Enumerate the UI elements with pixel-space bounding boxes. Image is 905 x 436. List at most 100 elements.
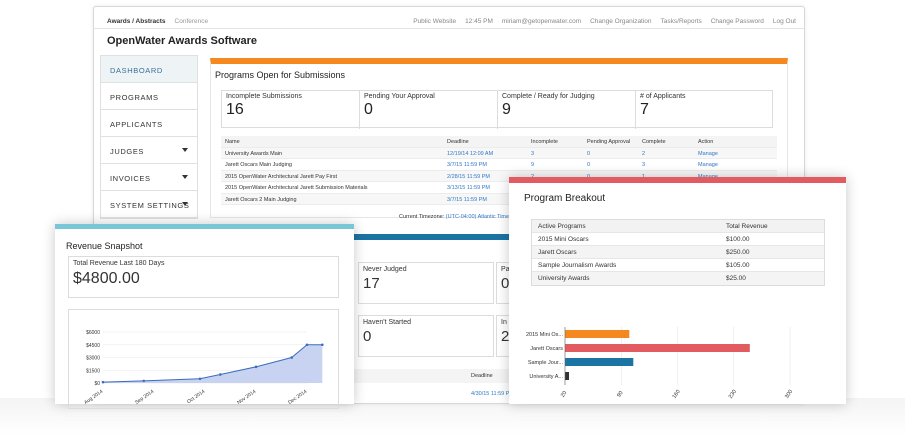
table-cell[interactable]: 0: [587, 174, 590, 180]
stat-label: In: [501, 319, 507, 326]
y-tick-label: $3000: [86, 356, 100, 362]
table-cell[interactable]: 3/13/15 11:59 PM: [447, 185, 491, 191]
program-bar-chart-svg: 20 90 160 230 300 2015 Mini Os... Jarett Oscar…: [526, 327, 794, 400]
table-cell[interactable]: 9: [531, 162, 535, 168]
sidebar-item-label: APPLICANTS: [110, 120, 163, 129]
chevron-down-icon: [182, 175, 188, 179]
column-header: Name: [225, 139, 240, 145]
table-cell[interactable]: 3: [531, 150, 535, 157]
nav-tasks-reports[interactable]: Tasks/Reports: [660, 18, 702, 25]
table-cell: 2015 OpenWater Architectural Jarett Subm…: [225, 185, 368, 191]
sidebar-item-system-settings[interactable]: SYSTEM SETTINGS: [101, 191, 197, 218]
bar-2: [565, 344, 750, 352]
x-tick-label: Aug 2014: [83, 389, 104, 406]
table-row: 2015 OpenWater Architectural Jarett Pay …: [221, 170, 777, 182]
stat-value: 2: [501, 328, 510, 345]
table-row: 2015 OpenWater Architectural Jarett Subm…: [221, 182, 777, 194]
stat-label: Pa: [501, 266, 510, 273]
top-nav: Awards / Abstracts Conference Public Webs…: [94, 7, 804, 29]
data-point: [219, 373, 222, 376]
nav-awards-abstracts[interactable]: Awards / Abstracts: [107, 18, 166, 25]
y-tick-label: $6000: [86, 330, 100, 336]
sidebar-item-dashboard[interactable]: DASHBOARD: [101, 56, 197, 83]
y-tick-label: $4500: [86, 343, 100, 349]
stat-value: 0: [364, 101, 373, 118]
sidebar-item-invoices[interactable]: INVOICES: [101, 164, 197, 191]
category-label: 2015 Mini Os...: [526, 332, 563, 338]
table-row: Jarett Oscars $250.00: [532, 246, 824, 259]
manage-link[interactable]: Manage: [698, 162, 718, 168]
manage-link[interactable]: Manage: [698, 174, 718, 180]
sidebar-item-label: INVOICES: [110, 174, 151, 183]
column-header: Incomplete: [531, 139, 558, 145]
revenue-total-label: Total Revenue Last 180 Days: [73, 260, 165, 267]
stat-label: Haven't Started: [363, 319, 412, 326]
table-cell[interactable]: 0: [587, 150, 591, 157]
nav-change-organization[interactable]: Change Organization: [590, 18, 652, 25]
timezone-info: Current Timezone: (UTC-04:00) Atlantic T…: [399, 214, 519, 220]
sidebar-item-label: SYSTEM SETTINGS: [110, 201, 190, 210]
data-point: [101, 380, 105, 384]
category-label: Jarett Oscars: [530, 346, 563, 352]
nav-log-out[interactable]: Log Out: [772, 18, 796, 25]
category-label: Sample Jour...: [528, 360, 564, 366]
stat-applicants: # of Applicants 7: [636, 91, 774, 129]
stat-pending: Pending Your Approval 0: [360, 91, 498, 129]
panel-title: Programs Open for Submissions: [215, 70, 346, 80]
submission-stats: Incomplete Submissions 16 Pending Your A…: [221, 90, 774, 129]
table-cell[interactable]: 1: [642, 174, 645, 180]
table-cell[interactable]: 2/28/15 11:59 PM: [447, 173, 491, 180]
table-cell[interactable]: 3: [642, 162, 646, 168]
table-cell: $250.00: [726, 249, 750, 256]
x-tick-label: 230: [728, 389, 738, 400]
table-row: 2015 Mini Oscars $100.00: [532, 233, 824, 246]
bar-3: [565, 358, 634, 366]
table-cell: Jarett Oscars 2 Main Judging: [225, 196, 297, 203]
x-tick-label: 20: [560, 390, 568, 398]
data-point: [305, 343, 309, 347]
programs-table: Name Deadline Incomplete Pending Approval Co…: [221, 136, 777, 205]
sidebar-item-label: PROGRAMS: [110, 93, 159, 102]
program-bar-chart: 20 90 160 230 300 2015 Mini Os... Jarett Oscar…: [509, 311, 846, 410]
table-cell[interactable]: 3/7/15 11:59 PM: [447, 196, 487, 203]
x-tick-label: Oct 2014: [186, 389, 206, 406]
chevron-down-icon: [182, 148, 188, 152]
column-header: Active Programs: [538, 223, 586, 230]
column-header: Total Revenue: [726, 223, 768, 230]
sidebar-item-applicants[interactable]: APPLICANTS: [101, 110, 197, 137]
data-point: [198, 377, 202, 381]
revenue-chart: $0 $1500 $3000 $4500 $6000 Aug 2014 Sep 2014 Oc…: [68, 309, 339, 409]
data-point: [321, 343, 324, 347]
table-cell[interactable]: 0: [587, 162, 591, 168]
nav-conference[interactable]: Conference: [174, 18, 209, 25]
y-tick-label: $1500: [86, 368, 100, 374]
nav-user-email[interactable]: miriam@getopenwater.com: [501, 18, 582, 25]
table-header: Name Deadline Incomplete Pending Approval Co…: [221, 136, 777, 148]
revenue-total-box: Total Revenue Last 180 Days $4800.00: [68, 256, 339, 298]
chevron-down-icon: [182, 202, 188, 206]
table-cell[interactable]: 2: [531, 174, 534, 180]
nav-public-website[interactable]: Public Website: [413, 18, 457, 25]
sidebar-item-judges[interactable]: JUDGES: [101, 137, 197, 164]
manage-link[interactable]: Manage: [698, 150, 718, 157]
table-cell: 2015 OpenWater Architectural Jarett Pay …: [225, 173, 337, 180]
nav-change-password[interactable]: Change Password: [710, 18, 764, 25]
table-cell[interactable]: 12/19/14 12:09 AM: [447, 150, 494, 157]
data-point: [290, 356, 293, 359]
table-cell[interactable]: 3/7/15 11:59 PM: [447, 162, 487, 168]
stat-value: 17: [363, 275, 380, 292]
deadline-header: Deadline: [471, 373, 493, 379]
sidebar-item-label: DASHBOARD: [110, 66, 163, 75]
column-header: Complete: [642, 139, 666, 145]
judging-deadline-link[interactable]: 4/30/15 11:59 PM: [471, 391, 515, 397]
stat-label: Incomplete Submissions: [226, 93, 302, 100]
app-title: OpenWater Awards Software: [107, 35, 257, 47]
x-tick-label: 90: [616, 390, 624, 398]
table-cell[interactable]: 2: [642, 150, 646, 157]
table-cell: University Awards: [538, 275, 590, 282]
sidebar-item-programs[interactable]: PROGRAMS: [101, 83, 197, 110]
stat-havent-started: Haven't Started 0: [358, 315, 494, 357]
judging-panel: [210, 234, 788, 403]
revenue-chart-svg: $0 $1500 $3000 $4500 $6000 Aug 2014 Sep 2014 Oc…: [83, 330, 324, 406]
timezone-link[interactable]: (UTC-04:00) Atlantic Time (Ca: [445, 214, 520, 220]
